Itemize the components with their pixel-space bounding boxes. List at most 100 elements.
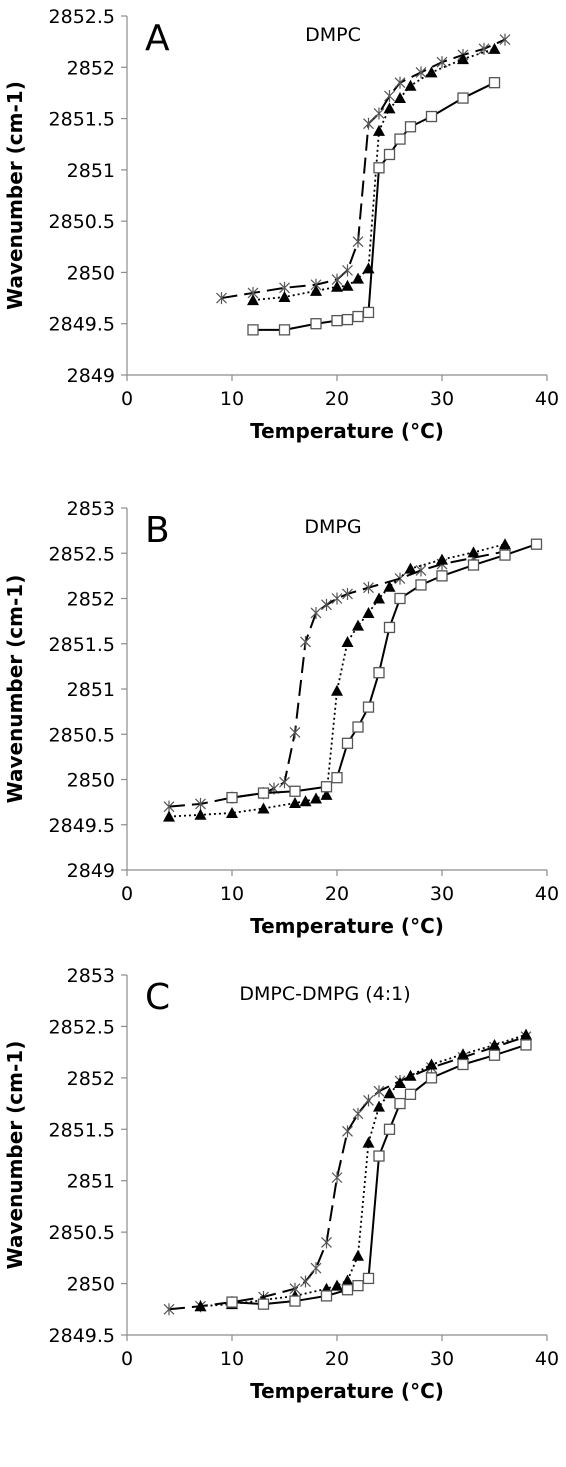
y-tick-label: 2849: [67, 860, 115, 882]
data-point-square: [320, 1290, 333, 1302]
series-line-dotted: [200, 1033, 527, 1308]
data-point-square: [352, 721, 364, 733]
data-point-square: [436, 570, 448, 582]
series-line-dotted: [168, 543, 506, 818]
data-point-triangle: [352, 619, 364, 631]
y-tick-label: 2852: [67, 589, 115, 611]
data-point-star: [331, 1171, 343, 1184]
data-point-square: [383, 1123, 396, 1135]
data-point-square: [404, 121, 417, 133]
data-point-square: [341, 737, 354, 749]
x-axis-label: Temperature (°C): [250, 419, 444, 443]
panel-letter: B: [145, 510, 170, 551]
data-point-star: [352, 1107, 364, 1120]
data-point-triangle: [257, 802, 270, 814]
data-point-triangle: [394, 1077, 406, 1088]
y-tick-label: 2850.5: [49, 1222, 115, 1244]
data-point-square: [352, 1279, 364, 1292]
data-point-triangle: [488, 1038, 501, 1050]
series-square: [226, 1039, 532, 1310]
data-point-triangle: [194, 1300, 207, 1312]
data-point-triangle: [341, 635, 354, 647]
series-line-dashed: [168, 1035, 527, 1311]
series-triangle: [247, 42, 501, 306]
data-point-star: [310, 1262, 322, 1275]
y-axis-label: Wavenumber (cm-1): [3, 1041, 27, 1270]
data-point-triangle: [383, 1087, 396, 1099]
data-point-square: [257, 1298, 270, 1310]
y-tick-label: 2851.5: [49, 634, 115, 656]
data-point-triangle: [341, 279, 354, 291]
data-point-star: [415, 564, 427, 577]
data-point-triangle: [299, 795, 312, 807]
series-line-dotted: [252, 47, 495, 302]
data-point-triangle: [457, 53, 469, 65]
y-tick-label: 2850: [67, 770, 115, 792]
data-point-triangle: [331, 280, 343, 292]
data-point-triangle: [394, 92, 406, 104]
data-point-square: [289, 785, 301, 797]
panel-letter: C: [145, 977, 170, 1018]
data-point-triangle: [163, 810, 175, 822]
data-point-triangle: [247, 294, 259, 306]
data-point-square: [373, 667, 385, 679]
data-point-square: [278, 324, 291, 336]
x-tick-label: 40: [535, 883, 559, 905]
data-point-star: [342, 1125, 353, 1138]
data-point-square: [530, 538, 543, 550]
y-tick-label: 2853: [67, 965, 115, 987]
data-point-star: [415, 66, 427, 79]
data-point-triangle: [362, 606, 375, 618]
data-point-triangle: [520, 1028, 532, 1040]
data-point-square: [310, 318, 322, 330]
data-point-square: [331, 772, 343, 784]
panel-title: DMPG: [304, 516, 361, 538]
x-tick-label: 40: [535, 1348, 559, 1370]
panel-title: DMPC-DMPG (4:1): [239, 983, 410, 1005]
data-point-square: [383, 148, 396, 161]
data-point-triangle: [373, 1100, 385, 1112]
y-tick-label: 2850: [67, 1274, 115, 1296]
data-point-star: [342, 264, 353, 277]
data-point-square: [289, 1295, 301, 1307]
y-tick-label: 2852.5: [49, 543, 115, 565]
data-point-star: [300, 635, 311, 648]
data-point-square: [341, 1284, 354, 1296]
data-point-triangle: [488, 42, 501, 54]
data-point-square: [226, 791, 238, 804]
data-point-star: [363, 581, 374, 594]
data-point-star: [163, 1303, 175, 1316]
data-point-star: [373, 1085, 385, 1098]
data-point-triangle: [289, 797, 301, 809]
data-point-star: [478, 42, 490, 55]
series-square: [226, 538, 543, 804]
data-point-triangle: [373, 124, 385, 136]
data-point-star: [331, 592, 343, 605]
series-triangle: [194, 1028, 532, 1312]
data-point-square: [488, 77, 501, 89]
y-tick-label: 2851: [67, 679, 115, 701]
data-point-triangle: [352, 1249, 364, 1261]
x-tick-label: 30: [430, 1348, 454, 1370]
panel-title: DMPC: [305, 24, 361, 46]
data-point-triangle: [194, 808, 207, 820]
data-point-star: [300, 1275, 311, 1288]
data-point-star: [342, 587, 353, 600]
data-point-star: [279, 776, 290, 789]
x-tick-label: 10: [220, 1348, 244, 1370]
y-tick-label: 2851: [67, 160, 115, 182]
data-point-square: [257, 787, 270, 799]
data-point-square: [320, 781, 333, 793]
data-point-square: [488, 1049, 501, 1061]
y-tick-label: 2850: [67, 262, 115, 284]
x-tick-label: 0: [121, 388, 133, 410]
data-point-triangle: [467, 546, 480, 558]
data-point-square: [457, 92, 469, 104]
data-point-triangle: [457, 1048, 469, 1060]
data-point-square: [362, 701, 375, 713]
x-tick-label: 0: [121, 883, 133, 905]
y-tick-label: 2849.5: [49, 314, 115, 336]
series-line-dashed: [221, 38, 506, 300]
data-point-triangle: [278, 291, 291, 303]
data-point-square: [247, 324, 259, 336]
